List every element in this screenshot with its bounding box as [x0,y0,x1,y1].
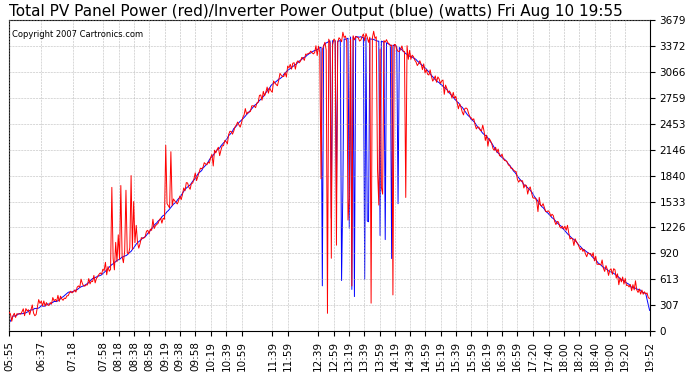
Text: Total PV Panel Power (red)/Inverter Power Output (blue) (watts) Fri Aug 10 19:55: Total PV Panel Power (red)/Inverter Powe… [9,4,623,19]
Text: Copyright 2007 Cartronics.com: Copyright 2007 Cartronics.com [12,30,144,39]
